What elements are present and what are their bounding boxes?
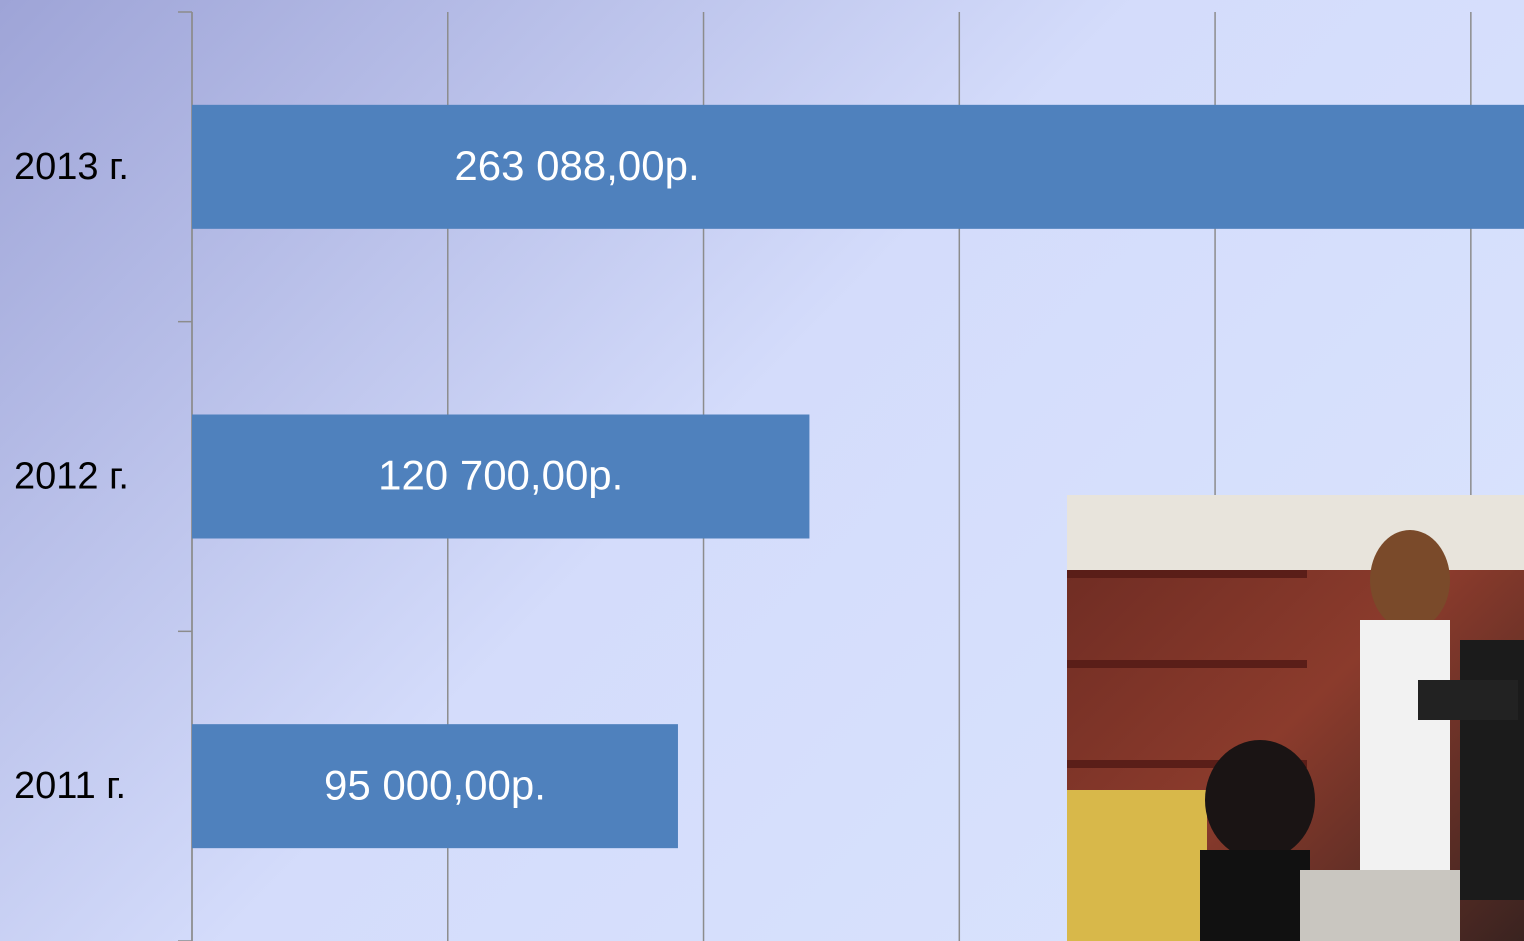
page: 2013 г. 263 088,00р. 2012 г. 120 700,00р. 20… [0,0,1524,941]
y-tick-label: 2013 г. [14,146,129,188]
data-label: 263 088,00р. [454,142,699,189]
data-label: 120 700,00р. [378,452,623,499]
y-tick-label: 2011 г. [14,765,126,807]
chart: 2013 г. 263 088,00р. 2012 г. 120 700,00р. 20… [0,0,1524,941]
photo [1067,495,1524,941]
data-label: 95 000,00р. [324,761,546,808]
bar [192,105,1524,229]
y-tick-label: 2012 г. [14,456,129,498]
